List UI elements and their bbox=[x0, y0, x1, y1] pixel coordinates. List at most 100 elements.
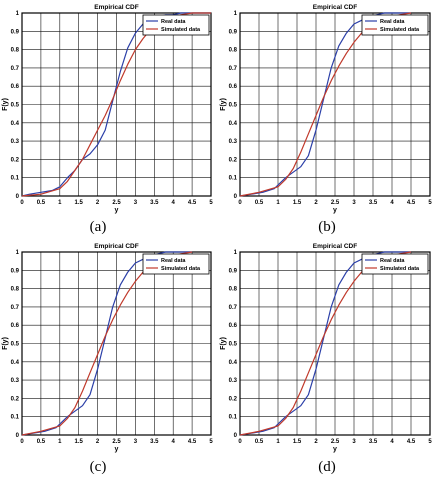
x-tick-label-b: 1.5 bbox=[293, 200, 302, 206]
y-tick-label-d: 0.5 bbox=[229, 342, 238, 348]
legend-entry-real-b: Real data bbox=[380, 19, 405, 25]
x-tick-label-b: 4 bbox=[390, 200, 394, 206]
x-tick-label-a: 2.5 bbox=[112, 200, 121, 206]
x-tick-label-a: 4.5 bbox=[188, 200, 197, 206]
x-tick-label-b: 2.5 bbox=[331, 200, 340, 206]
y-tick-label-c: 0.5 bbox=[11, 342, 20, 348]
x-axis-label-c: y bbox=[115, 446, 119, 453]
y-axis-label-c: F(y) bbox=[2, 337, 9, 350]
x-tick-label-a: 2 bbox=[96, 200, 100, 206]
y-tick-label-d: 0.6 bbox=[229, 323, 238, 329]
cdf-panel-d: 0 0.5 1 1.5 2 2.5 3 3.5 4 4.5 5 0 0.1 0.2 0.3 0.4 0.5 0.6… bbox=[220, 243, 432, 453]
legend-box-b bbox=[361, 14, 429, 36]
x-tick-label-a: 5 bbox=[209, 200, 213, 206]
legend-c: Real data Simulated data bbox=[142, 253, 210, 275]
y-tick-label-d: 0.4 bbox=[229, 360, 238, 366]
panel-caption-d: (d) bbox=[318, 459, 336, 475]
y-tick-label-a: 0.6 bbox=[11, 84, 20, 90]
x-tick-label-c: 3.5 bbox=[150, 439, 159, 445]
axes-frame-b bbox=[239, 12, 431, 197]
x-tick-label-b: 5 bbox=[428, 200, 432, 206]
legend-d: Real data Simulated data bbox=[361, 253, 429, 275]
x-axis-label-a: y bbox=[115, 207, 119, 214]
chart-title-c: Empirical CDF bbox=[94, 243, 138, 250]
y-tick-label-b: 0.9 bbox=[229, 29, 238, 35]
x-tick-label-d: 3 bbox=[352, 439, 356, 445]
x-tick-label-b: 1 bbox=[276, 200, 280, 206]
x-tick-label-c: 1.5 bbox=[75, 439, 84, 445]
y-axis-label-d: F(y) bbox=[220, 337, 227, 350]
x-axis-label-b: y bbox=[333, 207, 337, 214]
legend-a: Real data Simulated data bbox=[142, 14, 210, 36]
legend-box-a bbox=[142, 14, 210, 36]
axes-frame-a bbox=[21, 12, 212, 197]
x-tick-label-d: 3.5 bbox=[369, 439, 378, 445]
x-tick-label-a: 0.5 bbox=[37, 200, 46, 206]
axes-frame-d bbox=[239, 251, 431, 436]
x-tick-label-a: 4 bbox=[172, 200, 176, 206]
y-tick-label-b: 0 bbox=[234, 194, 238, 200]
y-tick-label-a: 0.9 bbox=[11, 29, 20, 35]
x-tick-label-b: 2 bbox=[314, 200, 318, 206]
y-tick-label-a: 0.1 bbox=[11, 176, 20, 182]
legend-entry-real-a: Real data bbox=[161, 19, 186, 25]
legend-box-d bbox=[361, 253, 429, 275]
x-tick-label-d: 5 bbox=[428, 439, 432, 445]
x-tick-label-a: 3.5 bbox=[150, 200, 159, 206]
x-tick-label-a: 0 bbox=[20, 200, 24, 206]
y-tick-label-c: 1 bbox=[16, 250, 20, 256]
y-tick-label-a: 0.5 bbox=[11, 103, 20, 109]
y-tick-label-d: 0.1 bbox=[229, 415, 238, 421]
axes-frame-c bbox=[21, 251, 212, 436]
y-tick-label-c: 0.1 bbox=[11, 415, 20, 421]
y-tick-label-b: 0.5 bbox=[229, 103, 238, 109]
chart-title-b: Empirical CDF bbox=[313, 4, 357, 11]
x-tick-label-d: 0.5 bbox=[255, 439, 264, 445]
legend-entry-sim-b: Simulated data bbox=[380, 27, 420, 33]
x-tick-label-a: 1.5 bbox=[75, 200, 84, 206]
legend-entry-sim-a: Simulated data bbox=[161, 27, 201, 33]
x-tick-label-c: 0.5 bbox=[37, 439, 46, 445]
y-tick-label-d: 0 bbox=[234, 433, 238, 439]
y-tick-label-c: 0.4 bbox=[11, 360, 20, 366]
x-tick-label-c: 1 bbox=[58, 439, 62, 445]
x-tick-label-b: 0.5 bbox=[255, 200, 264, 206]
cdf-panel-c: 0 0.5 1 1.5 2 2.5 3 3.5 4 4.5 5 0 0.1 0.2 0.3 0.4 0.5 0.6… bbox=[2, 243, 213, 453]
x-tick-label-d: 4 bbox=[390, 439, 394, 445]
x-tick-label-b: 0 bbox=[238, 200, 242, 206]
y-tick-label-a: 0.2 bbox=[11, 157, 20, 163]
y-axis-label-b: F(y) bbox=[220, 98, 227, 111]
x-tick-label-a: 3 bbox=[134, 200, 138, 206]
legend-entry-sim-c: Simulated data bbox=[161, 266, 201, 272]
x-tick-label-c: 2 bbox=[96, 439, 100, 445]
x-tick-label-d: 1 bbox=[276, 439, 280, 445]
x-tick-label-d: 1.5 bbox=[293, 439, 302, 445]
y-tick-label-b: 0.2 bbox=[229, 157, 238, 163]
y-tick-label-c: 0.8 bbox=[11, 287, 20, 293]
x-tick-label-d: 0 bbox=[238, 439, 242, 445]
x-tick-label-b: 3 bbox=[352, 200, 356, 206]
legend-entry-real-d: Real data bbox=[380, 258, 405, 264]
y-axis-label-a: F(y) bbox=[2, 98, 9, 111]
x-tick-label-a: 1 bbox=[58, 200, 62, 206]
y-tick-label-b: 0.4 bbox=[229, 121, 238, 127]
x-tick-label-c: 3 bbox=[134, 439, 138, 445]
x-tick-label-d: 2 bbox=[314, 439, 318, 445]
y-tick-label-c: 0.9 bbox=[11, 268, 20, 274]
y-tick-label-d: 0.7 bbox=[229, 305, 238, 311]
x-tick-label-c: 4.5 bbox=[188, 439, 197, 445]
y-tick-label-d: 0.2 bbox=[229, 396, 238, 402]
y-tick-label-a: 0.4 bbox=[11, 121, 20, 127]
series-line-real-a bbox=[21, 12, 211, 197]
y-tick-label-a: 0.7 bbox=[11, 66, 20, 72]
x-tick-label-d: 2.5 bbox=[331, 439, 340, 445]
y-tick-label-b: 1 bbox=[234, 11, 238, 17]
y-tick-label-a: 0.3 bbox=[11, 139, 20, 145]
y-tick-label-c: 0.2 bbox=[11, 396, 20, 402]
y-tick-label-b: 0.3 bbox=[229, 139, 238, 145]
y-tick-label-a: 0 bbox=[16, 194, 20, 200]
y-tick-label-d: 0.3 bbox=[229, 378, 238, 384]
panel-caption-c: (c) bbox=[89, 459, 107, 475]
y-tick-label-d: 0.9 bbox=[229, 268, 238, 274]
